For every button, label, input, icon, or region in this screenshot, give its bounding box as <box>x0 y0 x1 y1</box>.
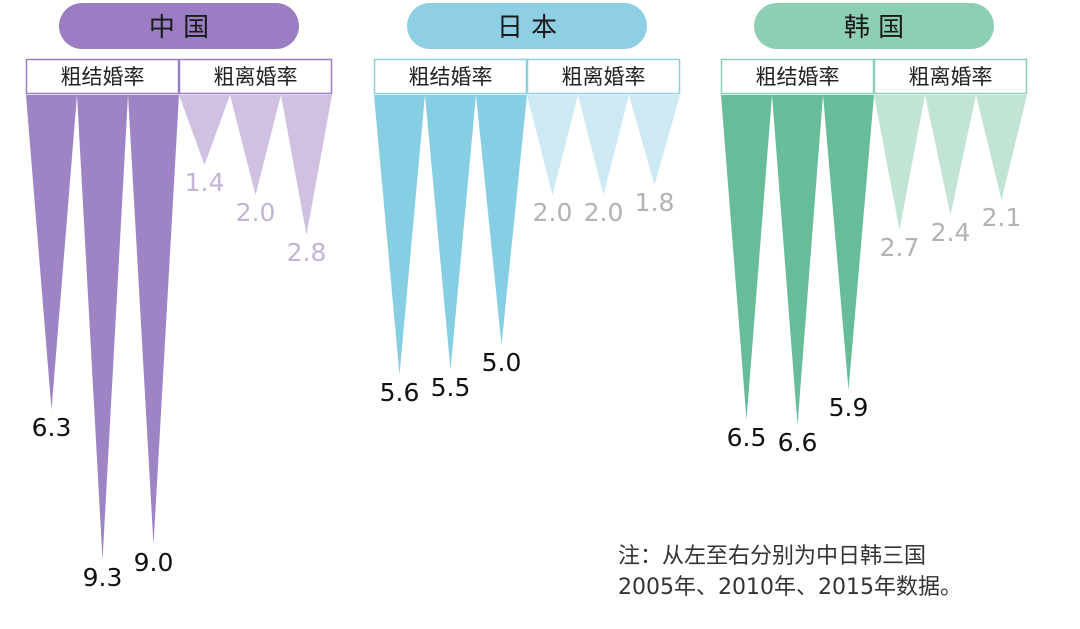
series-header-box-japan-divorce <box>526 58 681 95</box>
series-header-box-china-divorce <box>178 58 333 95</box>
value-label-japan-marriage-1: 5.5 <box>431 373 471 402</box>
country-pill-japan <box>407 3 647 49</box>
series-header-japan-divorce: 粗离婚率 <box>562 65 646 89</box>
series-header-korea-divorce: 粗离婚率 <box>909 65 993 89</box>
value-label-korea-divorce-2: 2.1 <box>982 203 1022 232</box>
note-line-1: 注：从左至右分别为中日韩三国 <box>618 544 927 569</box>
value-label-japan-marriage-0: 5.6 <box>380 378 420 407</box>
value-label-china-divorce-2: 2.8 <box>287 238 327 267</box>
bar-japan-marriage-0 <box>374 95 425 375</box>
country-pill-korea <box>754 3 994 49</box>
series-header-china-marriage: 粗结婚率 <box>61 65 145 89</box>
value-label-china-marriage-0: 6.3 <box>32 413 72 442</box>
chart-note: 注：从左至右分别为中日韩三国 2005年、2010年、2015年数据。 <box>618 541 962 603</box>
value-label-china-marriage-2: 9.0 <box>134 548 174 577</box>
value-label-china-divorce-0: 1.4 <box>185 168 225 197</box>
country-name-china: 中 国 <box>149 13 209 43</box>
bar-korea-marriage-1 <box>772 95 823 425</box>
value-label-japan-divorce-0: 2.0 <box>533 198 573 227</box>
note-line-2: 2005年、2010年、2015年数据。 <box>618 575 962 600</box>
value-label-japan-divorce-1: 2.0 <box>584 198 624 227</box>
bar-china-divorce-0 <box>179 95 230 165</box>
country-name-korea: 韩 国 <box>844 13 904 43</box>
value-label-japan-marriage-2: 5.0 <box>482 348 522 377</box>
bar-china-divorce-1 <box>230 95 281 195</box>
bar-korea-marriage-2 <box>823 95 874 390</box>
bar-china-marriage-1 <box>77 95 128 560</box>
bar-japan-marriage-2 <box>476 95 527 345</box>
bar-korea-divorce-0 <box>874 95 925 230</box>
value-label-korea-divorce-0: 2.7 <box>880 233 920 262</box>
bar-china-marriage-2 <box>128 95 179 545</box>
series-header-box-korea-divorce <box>873 58 1028 95</box>
bar-korea-divorce-1 <box>925 95 976 215</box>
series-header-box-korea-marriage <box>720 58 875 95</box>
series-header-korea-marriage: 粗结婚率 <box>756 65 840 89</box>
value-label-korea-marriage-2: 5.9 <box>829 393 869 422</box>
series-header-box-japan-marriage <box>373 58 528 95</box>
series-header-china-divorce: 粗离婚率 <box>214 65 298 89</box>
value-label-korea-marriage-1: 6.6 <box>778 428 818 457</box>
country-pill-china <box>59 3 299 49</box>
bar-korea-divorce-2 <box>976 95 1027 200</box>
value-label-china-divorce-1: 2.0 <box>236 198 276 227</box>
country-name-japan: 日 本 <box>497 13 557 43</box>
bar-japan-divorce-1 <box>578 95 629 195</box>
bar-japan-divorce-2 <box>629 95 680 185</box>
bar-japan-marriage-1 <box>425 95 476 370</box>
value-label-korea-divorce-1: 2.4 <box>931 218 971 247</box>
series-header-box-china-marriage <box>25 58 180 95</box>
bar-japan-divorce-0 <box>527 95 578 195</box>
value-label-japan-divorce-2: 1.8 <box>635 188 675 217</box>
bar-korea-marriage-0 <box>721 95 772 420</box>
value-label-china-marriage-1: 9.3 <box>83 563 123 592</box>
bar-china-divorce-2 <box>281 95 332 235</box>
series-header-japan-marriage: 粗结婚率 <box>409 65 493 89</box>
bar-china-marriage-0 <box>26 95 77 410</box>
value-label-korea-marriage-0: 6.5 <box>727 423 767 452</box>
